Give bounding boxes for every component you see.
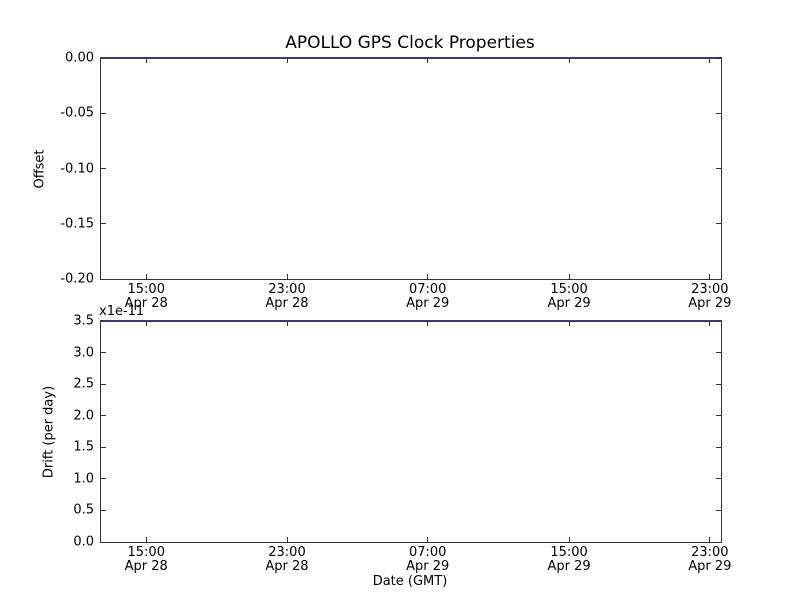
xtick-label: 23:00 Apr 29 [688, 546, 731, 573]
xtick-label: 07:00 Apr 29 [406, 283, 449, 310]
ytick-label: 2.0 [73, 408, 94, 424]
ytick-mark-left [101, 383, 106, 385]
xtick-mark-top [286, 321, 288, 326]
xtick-label-line: Apr 28 [124, 295, 168, 311]
ytick-mark-left [101, 541, 106, 543]
ytick-label: 1.0 [73, 471, 94, 487]
chart-title: APOLLO GPS Clock Properties [285, 33, 535, 53]
xtick-mark-bottom [145, 537, 147, 542]
xtick-mark-bottom [709, 274, 711, 279]
ytick-mark-left [101, 168, 106, 169]
xtick-mark-top [286, 58, 288, 63]
offset-ylabel: Offset [32, 148, 48, 189]
x-axis-label: Date (GMT) [372, 574, 448, 589]
ytick-mark-left [101, 478, 106, 480]
xtick-label-line: 23:00 [268, 545, 306, 560]
xtick-label: 07:00 Apr 29 [406, 546, 449, 573]
xtick-label-line: Apr 28 [124, 558, 168, 574]
xtick-mark-bottom [568, 537, 570, 542]
xtick-label: 23:00 Apr 28 [265, 283, 308, 310]
xtick-label-line: Apr 28 [265, 295, 309, 311]
ytick-mark-left [101, 320, 106, 322]
offset-series-line [100, 56, 722, 59]
ytick-label: -0.20 [60, 271, 94, 287]
xtick-mark-bottom [145, 274, 147, 279]
ytick-mark-right [716, 320, 721, 322]
ytick-mark-right [716, 478, 721, 480]
xtick-mark-top [145, 58, 147, 63]
xtick-label-line: 07:00 [408, 545, 447, 560]
ytick-mark-left [101, 278, 106, 280]
xtick-mark-top [427, 321, 429, 326]
xtick-label: 15:00 Apr 28 [125, 283, 168, 310]
xtick-mark-top [709, 321, 711, 326]
ytick-mark-right [716, 415, 721, 417]
ytick-label: 3.0 [73, 345, 94, 361]
xtick-label-line: Apr 29 [406, 295, 450, 311]
xtick-mark-bottom [709, 537, 711, 542]
ytick-mark-right [716, 112, 721, 114]
drift-multiplier-label: x1e-11 [99, 304, 145, 319]
ytick-label: 0.0 [73, 534, 94, 550]
ytick-label: -0.15 [60, 216, 94, 232]
xtick-label-line: 23:00 [691, 545, 729, 560]
ytick-label: 3.5 [73, 313, 94, 329]
ytick-mark-left [101, 57, 106, 59]
ytick-mark-right [716, 278, 721, 280]
xtick-mark-bottom [427, 537, 429, 542]
xtick-mark-top [427, 58, 429, 63]
xtick-label-line: 15:00 [127, 282, 165, 297]
xtick-mark-top [568, 321, 570, 326]
xtick-mark-top [145, 321, 147, 326]
ytick-mark-left [101, 446, 106, 448]
ytick-mark-right [716, 509, 721, 511]
xtick-mark-bottom [286, 537, 288, 542]
ytick-mark-right [716, 168, 721, 169]
offset-axes: Offset 0.00 -0.05 -0.10 -0.15 -0.20 15:00 Apr … [33, 52, 732, 310]
xtick-label: 23:00 Apr 28 [265, 546, 308, 573]
ytick-mark-left [101, 415, 106, 417]
drift-axes: Drift (per day) x1e-11 3.5 3.0 2.5 2.0 1.5 1.… [42, 304, 732, 573]
xtick-label-line: 23:00 [268, 282, 306, 297]
ytick-mark-right [716, 383, 721, 385]
xtick-mark-top [568, 58, 570, 63]
xtick-label-line: 15:00 [127, 545, 165, 560]
xtick-label-line: Apr 29 [688, 558, 732, 574]
ytick-mark-right [716, 446, 721, 448]
drift-series-line [100, 319, 722, 322]
xtick-label-line: 15:00 [550, 282, 588, 297]
ytick-mark-right [716, 223, 721, 225]
xtick-label-line: Apr 29 [547, 295, 591, 311]
xtick-label-line: 23:00 [691, 282, 729, 297]
xtick-label: 15:00 Apr 29 [548, 283, 591, 310]
xtick-label: 15:00 Apr 29 [548, 546, 591, 573]
ytick-mark-right [716, 541, 721, 543]
xtick-mark-bottom [427, 274, 429, 279]
xtick-label-line: 07:00 [408, 282, 447, 297]
ytick-label: 0.5 [73, 502, 94, 518]
ytick-label: -0.05 [60, 105, 94, 121]
ytick-mark-left [101, 112, 106, 114]
ytick-label: 1.5 [73, 439, 94, 455]
ytick-mark-left [101, 223, 106, 225]
xtick-mark-bottom [286, 274, 288, 279]
xtick-label-line: 15:00 [550, 545, 588, 560]
ytick-label: 0.00 [65, 50, 94, 66]
drift-ylabel: Drift (per day) [41, 385, 57, 478]
ytick-label: 2.5 [73, 376, 94, 392]
ytick-mark-left [101, 352, 106, 354]
ytick-label: -0.10 [60, 161, 94, 176]
ytick-mark-right [716, 352, 721, 354]
xtick-label-line: Apr 29 [688, 295, 732, 311]
ytick-mark-right [716, 57, 721, 59]
xtick-label-line: Apr 29 [547, 558, 591, 574]
xtick-label-line: Apr 28 [265, 558, 309, 574]
xtick-mark-top [709, 58, 711, 63]
xtick-mark-bottom [568, 274, 570, 279]
xtick-label: 23:00 Apr 29 [688, 283, 731, 310]
xtick-label-line: Apr 29 [406, 558, 450, 574]
ytick-mark-left [101, 509, 106, 511]
xtick-label: 15:00 Apr 28 [125, 546, 168, 573]
